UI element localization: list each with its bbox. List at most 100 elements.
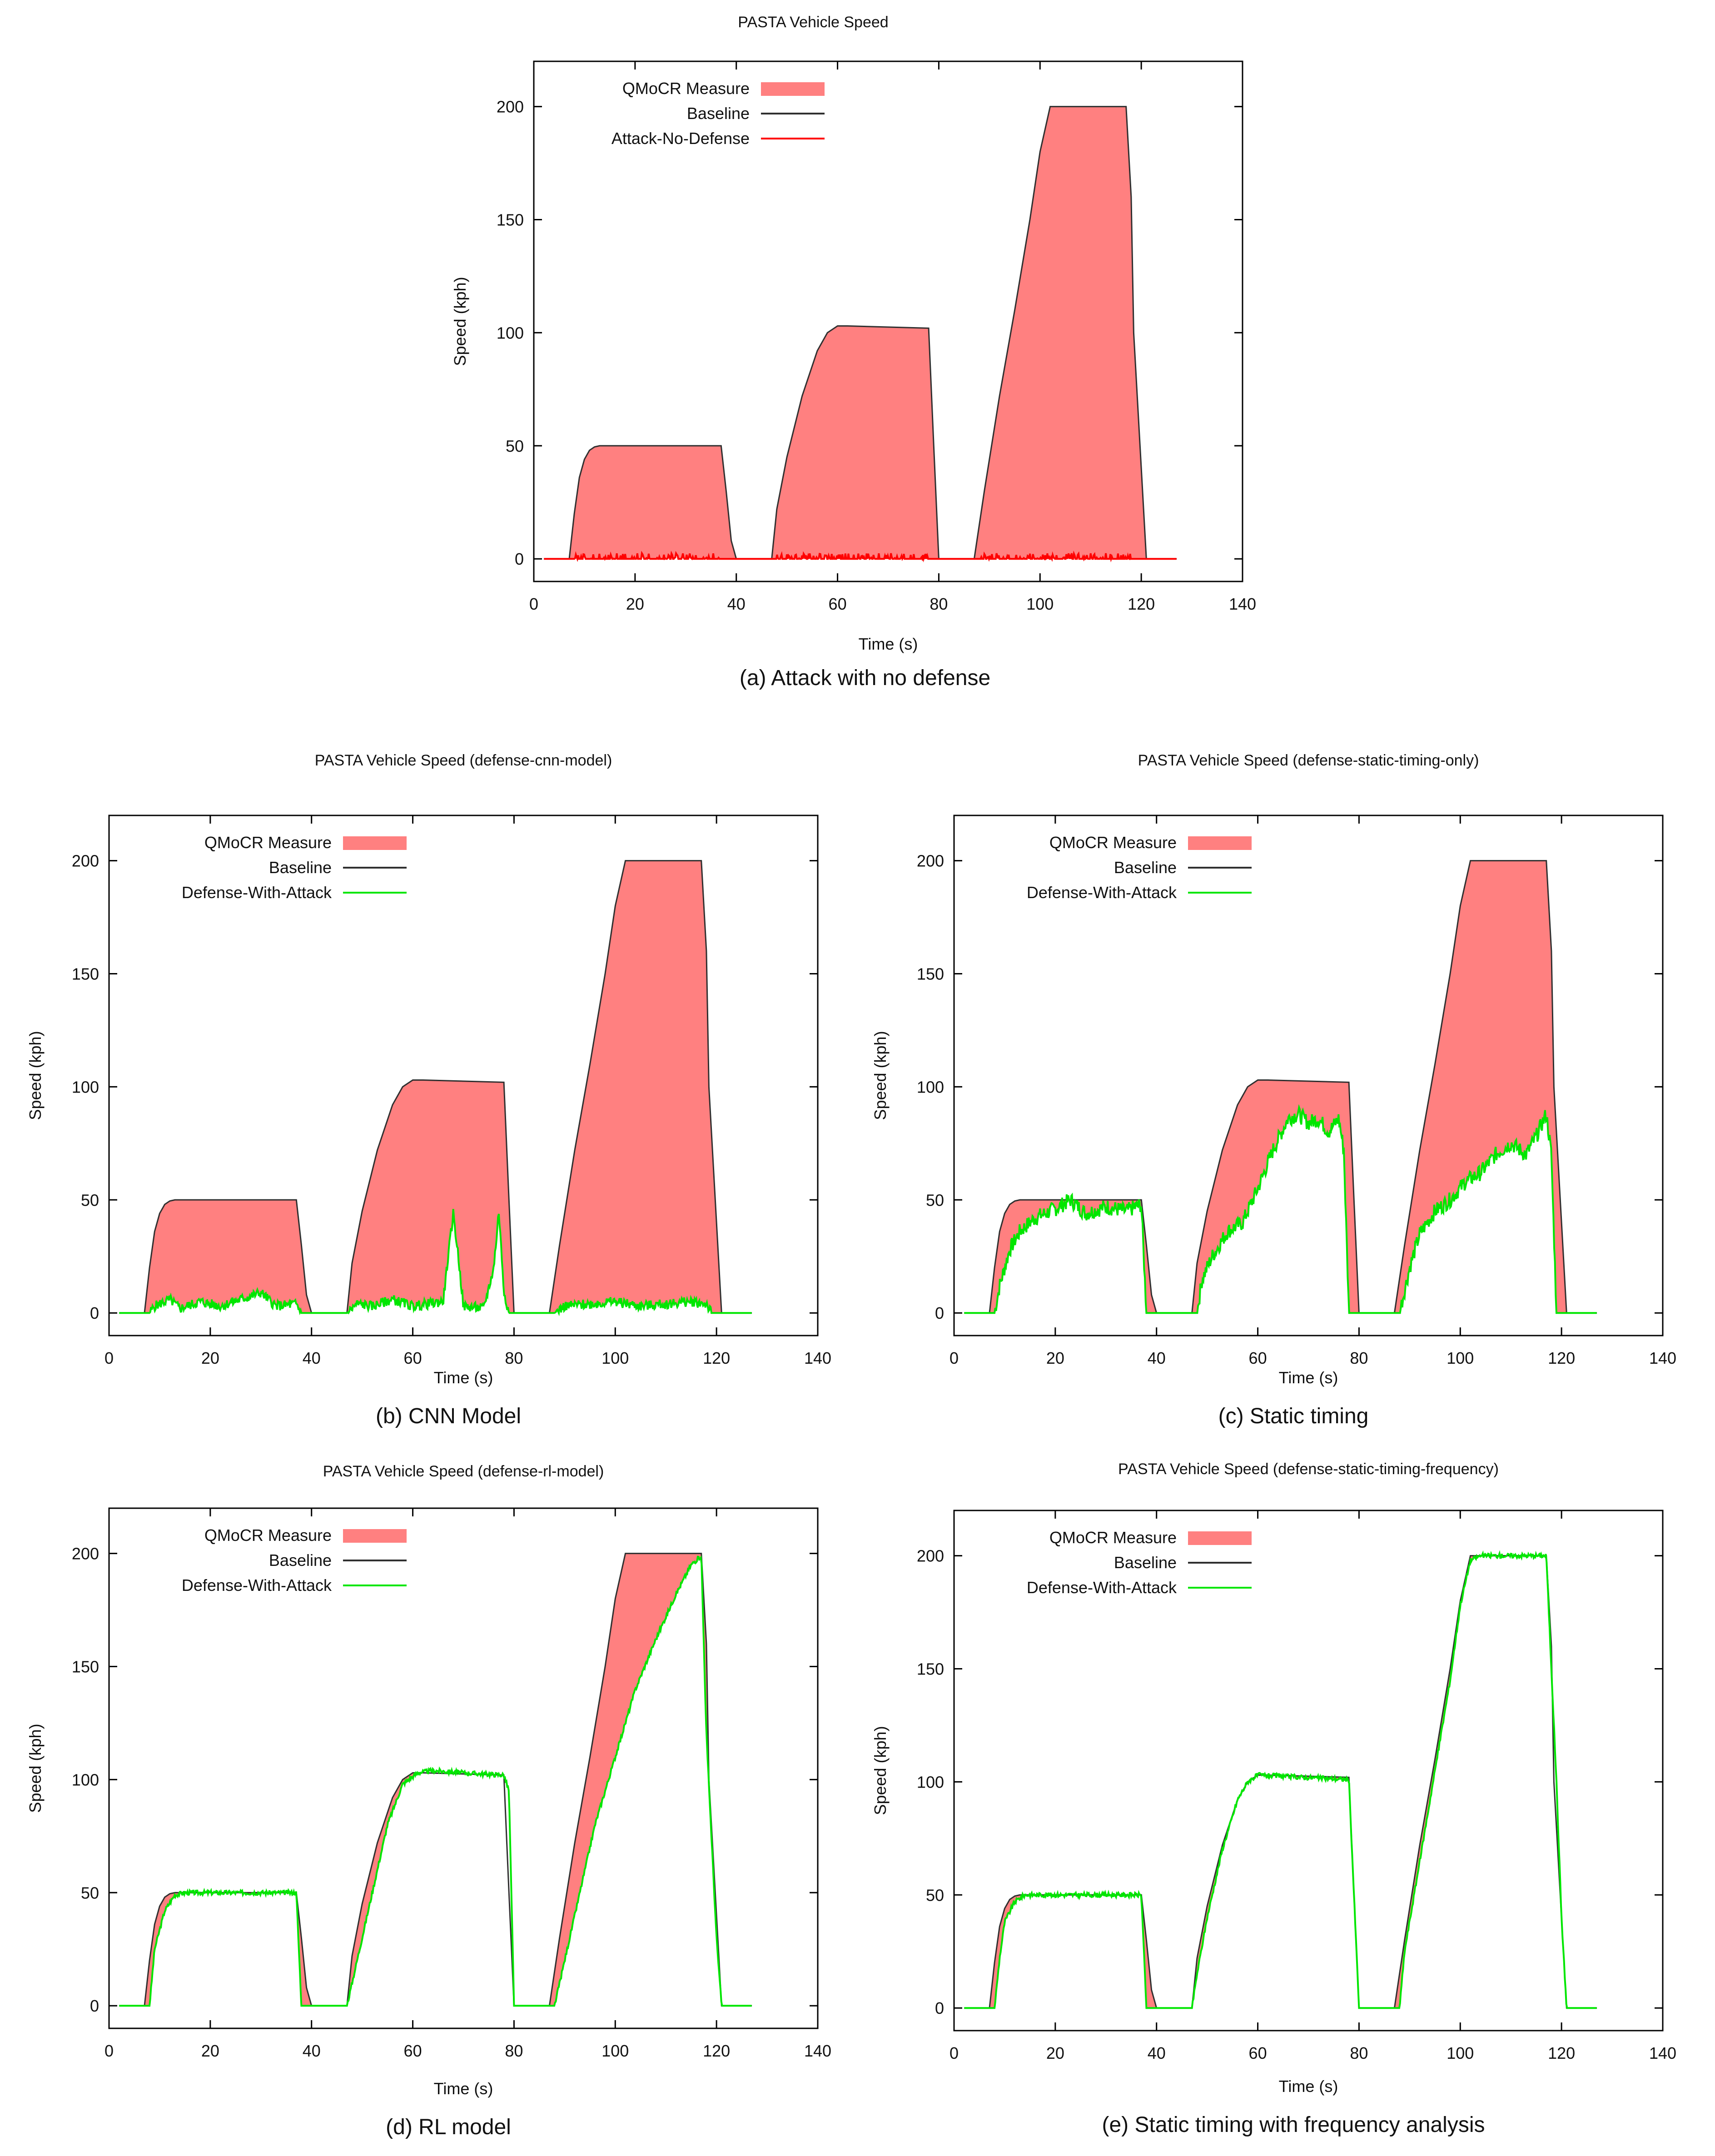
chart-d: PASTA Vehicle Speed (defense-rl-model) 0 2… — [26, 1463, 831, 2098]
defense-with-attack-line — [119, 1209, 752, 1316]
defense-with-attack-line — [964, 1104, 1597, 1314]
x-tick-label: 120 — [1548, 1349, 1575, 1367]
legend-swatch-fill — [1188, 836, 1252, 850]
x-tick-label: 0 — [529, 595, 538, 613]
x-tick-label: 140 — [1649, 2044, 1676, 2062]
y-tick-label: 0 — [90, 1997, 99, 2015]
baseline-line — [964, 860, 1597, 1314]
x-tick-label: 60 — [1249, 2044, 1267, 2062]
attack-no-defense-line — [544, 550, 1177, 563]
x-tick-label: 20 — [201, 1349, 219, 1367]
legend-label: Baseline — [1114, 858, 1177, 877]
x-tick-label: 60 — [1249, 1349, 1267, 1367]
x-tick-label: 20 — [1046, 2044, 1064, 2062]
x-tick-label: 100 — [601, 2042, 629, 2060]
caption-c: (c) Static timing — [1218, 1404, 1369, 1428]
legend-label: Defense-With-Attack — [182, 1576, 332, 1595]
qmocr-measure-area — [119, 860, 752, 1313]
x-tick-label: 80 — [1350, 1349, 1368, 1367]
y-axis-label: Speed (kph) — [26, 1031, 45, 1120]
y-tick-label: 200 — [72, 852, 99, 870]
y-tick-label: 150 — [917, 1659, 944, 1678]
y-tick-label: 0 — [515, 550, 524, 568]
x-tick-label: 80 — [505, 2042, 523, 2060]
x-tick-label: 120 — [703, 2042, 730, 2060]
x-tick-label: 80 — [1350, 2044, 1368, 2062]
x-tick-label: 120 — [1548, 2044, 1575, 2062]
legend-swatch-fill — [761, 82, 825, 96]
x-tick-label: 60 — [829, 595, 847, 613]
y-tick-label: 50 — [81, 1883, 99, 1902]
y-tick-label: 100 — [497, 323, 524, 342]
legend-label: Defense-With-Attack — [1027, 883, 1177, 902]
y-tick-label: 200 — [72, 1545, 99, 1563]
x-tick-label: 0 — [949, 2044, 959, 2062]
legend-label: Baseline — [269, 1551, 332, 1570]
plot-frame — [533, 60, 1243, 582]
x-tick-label: 20 — [626, 595, 644, 613]
chart-title: PASTA Vehicle Speed (defense-cnn-model) — [315, 752, 612, 769]
qmocr-measure-area — [119, 1553, 752, 2006]
panel-c: PASTA Vehicle Speed (defense-static-timi… — [863, 750, 1690, 1445]
x-axis-label: Time (s) — [434, 1368, 493, 1387]
y-tick-label: 100 — [917, 1078, 944, 1096]
legend-label: QMoCR Measure — [1049, 1528, 1177, 1547]
x-tick-label: 120 — [703, 1349, 730, 1367]
legend-swatch-fill — [1188, 1531, 1252, 1545]
baseline-line — [964, 1555, 1597, 2009]
plot-frame — [108, 815, 819, 1336]
x-tick-label: 0 — [104, 1349, 114, 1367]
legend-label: QMoCR Measure — [1049, 833, 1177, 852]
x-tick-label: 140 — [1649, 1349, 1676, 1367]
x-tick-label: 140 — [1229, 595, 1256, 613]
chart-c: PASTA Vehicle Speed (defense-static-timi… — [871, 752, 1676, 1387]
y-tick-label: 50 — [506, 437, 524, 455]
y-tick-label: 200 — [917, 852, 944, 870]
y-tick-label: 200 — [917, 1547, 944, 1565]
chart-e: PASTA Vehicle Speed (defense-static-timi… — [871, 1461, 1676, 2096]
legend-label: Baseline — [687, 104, 750, 123]
panel-b: PASTA Vehicle Speed (defense-cnn-model) 0… — [18, 750, 845, 1445]
y-tick-label: 100 — [72, 1078, 99, 1096]
y-axis-label: Speed (kph) — [26, 1724, 45, 1813]
x-tick-label: 40 — [727, 595, 746, 613]
plot-frame — [953, 1510, 1664, 2032]
x-tick-label: 100 — [1026, 595, 1054, 613]
panel-d: PASTA Vehicle Speed (defense-rl-model) 0 2… — [18, 1461, 845, 2156]
x-tick-label: 80 — [930, 595, 948, 613]
x-tick-label: 40 — [303, 1349, 321, 1367]
x-axis-label: Time (s) — [1279, 2077, 1338, 2096]
panel-e: PASTA Vehicle Speed (defense-static-timi… — [863, 1458, 1690, 2153]
y-axis-label: Speed (kph) — [451, 277, 469, 366]
baseline-line — [119, 860, 752, 1314]
y-tick-label: 50 — [81, 1191, 99, 1209]
y-tick-label: 0 — [935, 1304, 944, 1322]
x-tick-label: 0 — [104, 2042, 114, 2060]
plot-frame — [953, 815, 1664, 1336]
y-tick-label: 150 — [72, 1657, 99, 1676]
x-tick-label: 20 — [201, 2042, 219, 2060]
legend-label: Attack-No-Defense — [611, 129, 750, 148]
legend-label: QMoCR Measure — [204, 1526, 332, 1545]
chart-title: PASTA Vehicle Speed (defense-static-timi… — [1118, 1461, 1499, 1478]
x-axis-label: Time (s) — [1279, 1368, 1338, 1387]
qmocr-measure-area — [964, 1555, 1597, 2008]
caption-d: (d) RL model — [386, 2115, 511, 2139]
chart-title: PASTA Vehicle Speed — [738, 14, 888, 31]
baseline-line — [544, 106, 1177, 560]
y-tick-label: 0 — [90, 1304, 99, 1322]
x-tick-label: 100 — [1447, 2044, 1474, 2062]
legend-label: Defense-With-Attack — [1027, 1578, 1177, 1597]
chart-b: PASTA Vehicle Speed (defense-cnn-model) 0… — [26, 752, 831, 1387]
x-axis-label: Time (s) — [434, 2079, 493, 2098]
y-tick-label: 150 — [72, 964, 99, 983]
x-tick-label: 140 — [804, 1349, 831, 1367]
caption-b: (b) CNN Model — [375, 1404, 522, 1428]
y-tick-label: 100 — [72, 1770, 99, 1789]
legend-swatch-fill — [343, 836, 407, 850]
y-tick-label: 0 — [935, 1999, 944, 2017]
y-tick-label: 50 — [926, 1886, 944, 1904]
defense-with-attack-line — [119, 1555, 752, 2007]
y-tick-label: 50 — [926, 1191, 944, 1209]
chart-a: PASTA Vehicle Speed 0 20 40 60 80 100 120 140 0 50… — [451, 14, 1256, 653]
